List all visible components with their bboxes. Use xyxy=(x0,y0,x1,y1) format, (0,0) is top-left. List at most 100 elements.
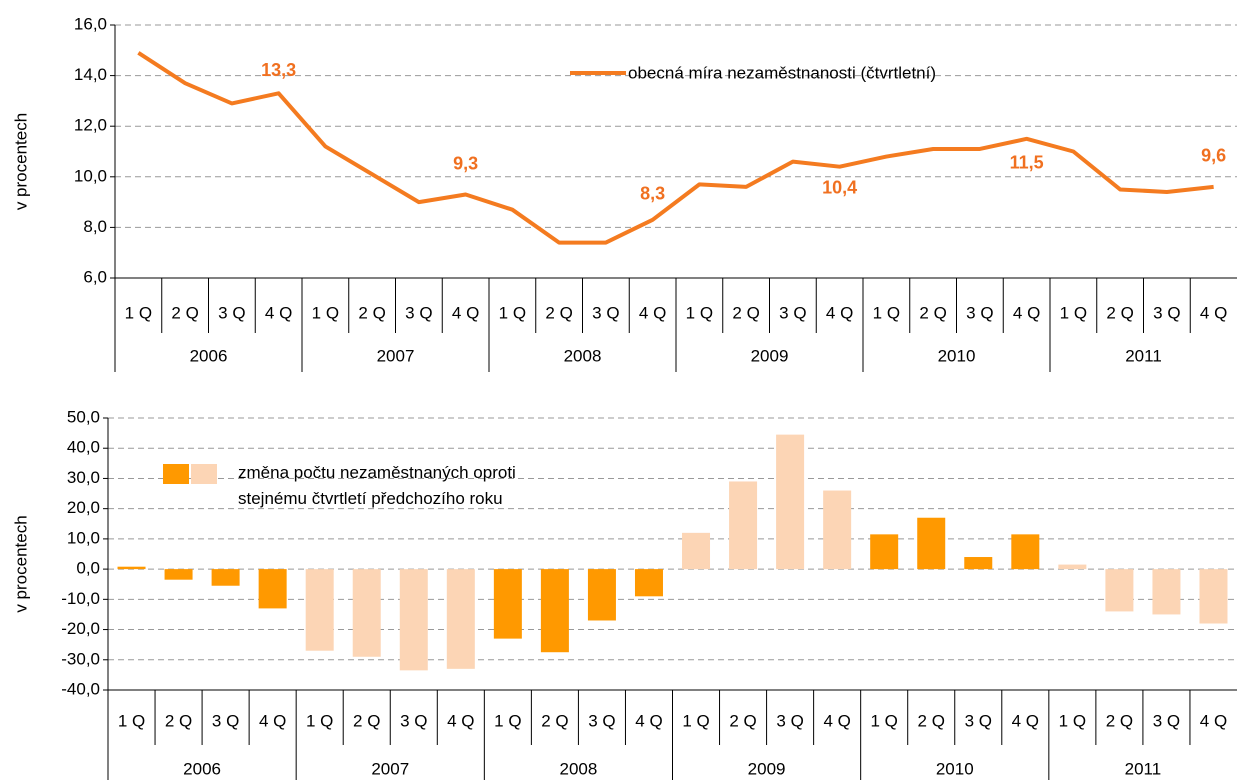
bar xyxy=(870,534,899,570)
bar xyxy=(446,569,475,669)
bar xyxy=(493,569,522,639)
year-label: 2006 xyxy=(190,346,228,365)
x-tick-label: 1 Q xyxy=(870,711,897,730)
bar xyxy=(1011,534,1040,570)
x-tick-label: 3 Q xyxy=(1153,711,1180,730)
x-tick-label: 4 Q xyxy=(1013,303,1040,322)
y-tick-label: 10,0 xyxy=(74,166,107,185)
x-tick-label: 2 Q xyxy=(1106,303,1133,322)
y-tick-label: 0,0 xyxy=(76,559,100,578)
x-tick-label: 2 Q xyxy=(732,303,759,322)
x-tick-label: 1 Q xyxy=(125,303,152,322)
bar xyxy=(258,569,287,609)
year-label: 2006 xyxy=(183,759,221,778)
x-tick-label: 2 Q xyxy=(541,711,568,730)
bar xyxy=(634,569,663,597)
data-label: 8,3 xyxy=(640,184,665,204)
bar xyxy=(1105,569,1134,612)
x-tick-label: 2 Q xyxy=(545,303,572,322)
data-label: 10,4 xyxy=(822,177,857,197)
x-tick-label: 3 Q xyxy=(592,303,619,322)
x-tick-label: 3 Q xyxy=(966,303,993,322)
bar xyxy=(964,557,993,570)
x-tick-label: 1 Q xyxy=(1059,711,1086,730)
legend-swatch xyxy=(191,464,217,484)
x-tick-label: 4 Q xyxy=(639,303,666,322)
year-label: 2008 xyxy=(564,346,602,365)
bar xyxy=(211,569,240,586)
x-tick-label: 2 Q xyxy=(918,711,945,730)
bar xyxy=(776,434,805,570)
x-tick-label: 3 Q xyxy=(779,303,806,322)
x-tick-label: 3 Q xyxy=(1153,303,1180,322)
y-tick-label: 10,0 xyxy=(67,528,100,547)
bar xyxy=(117,566,146,570)
x-tick-label: 3 Q xyxy=(405,303,432,322)
y-tick-label: 30,0 xyxy=(67,468,100,487)
x-tick-label: 1 Q xyxy=(306,711,333,730)
y-tick-label: -10,0 xyxy=(61,589,100,608)
x-tick-label: 4 Q xyxy=(635,711,662,730)
x-tick-label: 2 Q xyxy=(729,711,756,730)
x-tick-label: 3 Q xyxy=(400,711,427,730)
year-label: 2007 xyxy=(377,346,415,365)
bar xyxy=(729,481,758,570)
x-tick-label: 2 Q xyxy=(1106,711,1133,730)
x-tick-label: 4 Q xyxy=(265,303,292,322)
bar xyxy=(305,569,334,651)
year-label: 2011 xyxy=(1125,346,1162,365)
x-tick-label: 1 Q xyxy=(312,303,339,322)
y-tick-label: 20,0 xyxy=(67,498,100,517)
y-tick-label: 6,0 xyxy=(83,267,107,286)
y-axis-label: v procentech xyxy=(11,515,30,612)
x-tick-label: 1 Q xyxy=(494,711,521,730)
x-tick-label: 3 Q xyxy=(588,711,615,730)
x-tick-label: 4 Q xyxy=(452,303,479,322)
y-tick-label: -40,0 xyxy=(61,679,100,698)
line xyxy=(137,51,1214,245)
x-tick-label: 1 Q xyxy=(686,303,713,322)
y-tick-label: 8,0 xyxy=(83,217,107,236)
year-label: 2009 xyxy=(751,346,789,365)
x-tick-label: 2 Q xyxy=(919,303,946,322)
x-tick-label: 1 Q xyxy=(1060,303,1087,322)
legend-label: změna počtu nezaměstnaných oproti stejné… xyxy=(238,463,516,508)
data-label: 9,3 xyxy=(453,153,478,173)
y-tick-label: 40,0 xyxy=(67,438,100,457)
y-tick-label: 12,0 xyxy=(74,116,107,135)
x-tick-label: 4 Q xyxy=(826,303,853,322)
x-tick-label: 4 Q xyxy=(1200,303,1227,322)
year-label: 2008 xyxy=(560,759,598,778)
year-label: 2007 xyxy=(371,759,409,778)
x-tick-label: 4 Q xyxy=(259,711,286,730)
year-label: 2011 xyxy=(1125,759,1162,778)
year-label: 2009 xyxy=(748,759,786,778)
x-tick-label: 1 Q xyxy=(682,711,709,730)
x-tick-label: 3 Q xyxy=(212,711,239,730)
data-label: 13,3 xyxy=(261,60,296,80)
x-tick-label: 2 Q xyxy=(358,303,385,322)
x-tick-label: 2 Q xyxy=(353,711,380,730)
x-tick-label: 1 Q xyxy=(118,711,145,730)
y-tick-label: 14,0 xyxy=(74,65,107,84)
bar xyxy=(823,490,852,570)
y-tick-label: 50,0 xyxy=(67,407,100,426)
bar xyxy=(164,569,193,580)
x-tick-label: 1 Q xyxy=(873,303,900,322)
bar xyxy=(352,569,381,657)
bar xyxy=(1058,564,1087,570)
y-axis-label: v procentech xyxy=(11,113,30,210)
y-tick-label: -20,0 xyxy=(61,619,100,638)
x-tick-label: 3 Q xyxy=(965,711,992,730)
y-tick-label: 16,0 xyxy=(74,14,107,33)
bar xyxy=(1152,569,1181,615)
year-label: 2010 xyxy=(938,346,976,365)
data-label: 9,6 xyxy=(1201,146,1226,166)
x-tick-label: 2 Q xyxy=(165,711,192,730)
x-tick-label: 1 Q xyxy=(499,303,526,322)
x-tick-label: 2 Q xyxy=(171,303,198,322)
bar xyxy=(587,569,616,621)
bar xyxy=(917,517,946,570)
